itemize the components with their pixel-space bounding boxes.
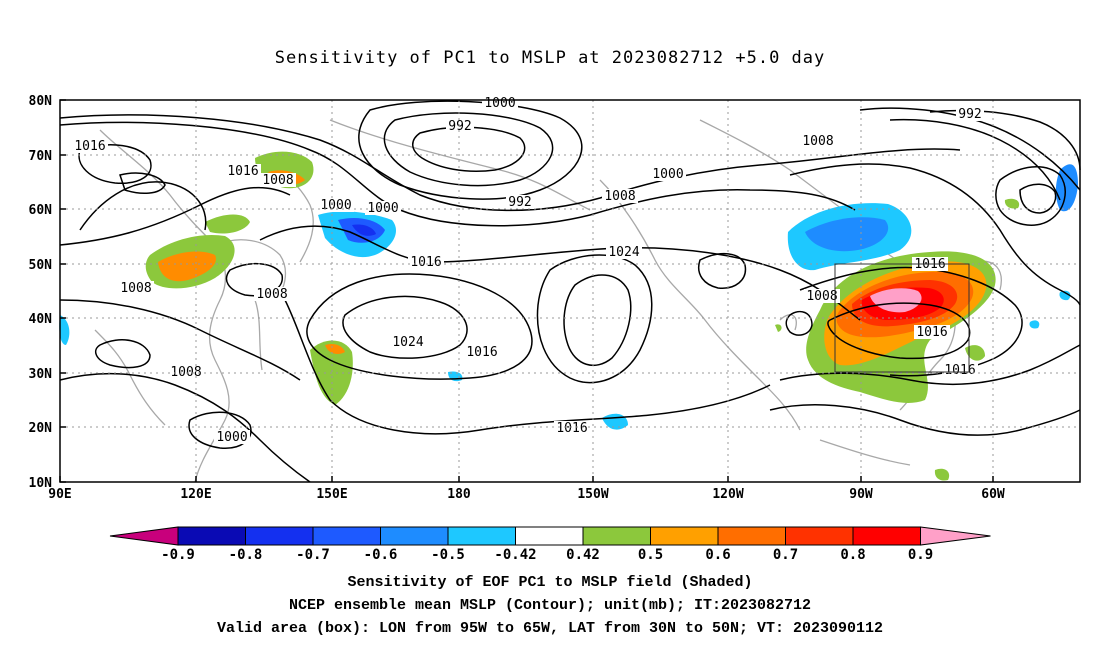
contour-label: 1008 [806, 289, 837, 304]
lat-tick-label: 30N [29, 367, 53, 382]
contour-label: 1016 [227, 164, 258, 179]
latitude-axis: 80N 70N 60N 50N 40N 30N 20N 10N [29, 94, 66, 491]
valid-area-box [834, 263, 970, 373]
contour-label: 1016 [74, 139, 105, 154]
contour-label-bg [408, 255, 444, 269]
colorbar-tick-label: 0.6 [705, 547, 730, 563]
contour-label-bg [260, 173, 296, 187]
contour-label-bg [804, 289, 840, 303]
lon-tick-label: 60W [981, 487, 1005, 502]
lat-tick-label: 50N [29, 258, 53, 273]
contour-label: 1008 [120, 281, 151, 296]
lon-tick-label: 150E [316, 487, 347, 502]
lon-tick-label: 120E [180, 487, 211, 502]
contour-label: 1000 [216, 430, 247, 445]
colorbar-tick-label: 0.42 [566, 547, 600, 563]
lat-tick-label: 20N [29, 421, 53, 436]
contour-label-bg [506, 195, 534, 209]
contour-label-bg [390, 335, 426, 349]
lon-tick-label: 180 [447, 487, 471, 502]
colorbar-tick-label: -0.42 [494, 547, 536, 563]
contour-label-bg [118, 281, 154, 295]
contour-label: 1016 [410, 255, 441, 270]
contour-label-bg [214, 430, 250, 444]
colorbar-tick-label: 0.9 [908, 547, 933, 563]
colorbar-segment [447, 526, 516, 546]
contour-label-bg [168, 365, 204, 379]
colorbar-tick-label: -0.7 [296, 547, 330, 563]
contour-label: 992 [448, 119, 471, 134]
contour-label: 992 [508, 195, 531, 210]
colorbar-upper-extend [920, 526, 991, 546]
colorbar-tick-label: 0.8 [840, 547, 865, 563]
contour-label: 1008 [802, 134, 833, 149]
contour-label: 1024 [608, 245, 639, 260]
contour-label-bg [365, 201, 401, 215]
gridlines [60, 100, 1080, 482]
colorbar-tick-label: 0.7 [773, 547, 798, 563]
caption-contour: NCEP ensemble mean MSLP (Contour); unit(… [288, 597, 812, 614]
contour-label: 1008 [256, 287, 287, 302]
colorbar-tick-label: -0.5 [431, 547, 465, 563]
contour-label: 992 [958, 107, 981, 122]
colorbar-segment [717, 526, 786, 546]
contour-label-bg [464, 345, 500, 359]
lat-tick-label: 10N [29, 476, 53, 491]
colorbar-tick-label: -0.8 [229, 547, 263, 563]
colorbar-segment [650, 526, 719, 546]
lat-tick-label: 80N [29, 94, 53, 109]
contour-label-bg [446, 119, 474, 133]
contour-label: 1008 [604, 189, 635, 204]
contour-label-bg [225, 164, 261, 178]
caption-valid-area: Valid area (box): LON from 95W to 65W, L… [216, 620, 884, 637]
lon-tick-label: 90W [849, 487, 873, 502]
contour-label: 1016 [466, 345, 497, 360]
contour-label: 1016 [916, 325, 947, 340]
contour-label-bg [914, 325, 950, 339]
colorbar-tick-label: 0.5 [638, 547, 663, 563]
contour-label: 1000 [484, 96, 515, 111]
colorbar-segment [312, 526, 381, 546]
colorbar-segment [515, 526, 584, 546]
colorbar-tick-label: -0.6 [364, 547, 398, 563]
contour-label: 1024 [392, 335, 423, 350]
contour-label: 1000 [367, 201, 398, 216]
longitude-axis: 90E 120E 150E 180 150W 120W 90W 60W [48, 476, 1005, 502]
contour-label-bg [800, 134, 836, 148]
contour-label: 1016 [944, 363, 975, 378]
contour-label: 1016 [556, 421, 587, 436]
colorbar-lower-extend [109, 526, 179, 546]
colorbar-segment [785, 526, 854, 546]
colorbar-labels: -0.9 -0.8 -0.7 -0.6 -0.5 -0.42 0.42 0.5 0.6 0.7 0.… [161, 547, 933, 563]
contour-label-bg [318, 198, 354, 212]
contour-label-bg [650, 167, 686, 181]
lon-tick-label: 90E [48, 487, 71, 502]
colorbar-segment [852, 526, 921, 546]
lon-tick-label: 150W [577, 487, 608, 502]
contour-label-bg [956, 107, 984, 121]
lat-tick-label: 70N [29, 149, 53, 164]
contour-label: 1000 [320, 198, 351, 213]
chart-title: Sensitivity of PC1 to MSLP at 2023082712… [274, 48, 826, 68]
contour-label-bg [606, 245, 642, 259]
contour-label-bg [554, 421, 590, 435]
colorbar-segment [177, 526, 246, 546]
contour-label: 1008 [262, 173, 293, 188]
lat-tick-label: 60N [29, 203, 53, 218]
colorbar-segment [582, 526, 651, 546]
colorbar-tick-label: -0.9 [161, 547, 195, 563]
contour-label-bg [602, 189, 638, 203]
caption-shading: Sensitivity of EOF PC1 to MSLP field (Sh… [347, 574, 753, 591]
contour-label: 1000 [652, 167, 683, 182]
lat-tick-label: 40N [29, 312, 53, 327]
contour-label-bg [254, 287, 290, 301]
colorbar-segment [380, 526, 449, 546]
lon-tick-label: 120W [712, 487, 743, 502]
map-frame [59, 99, 1081, 483]
colorbar [109, 526, 991, 546]
contour-label-bg [72, 139, 108, 153]
colorbar-segment [245, 526, 314, 546]
